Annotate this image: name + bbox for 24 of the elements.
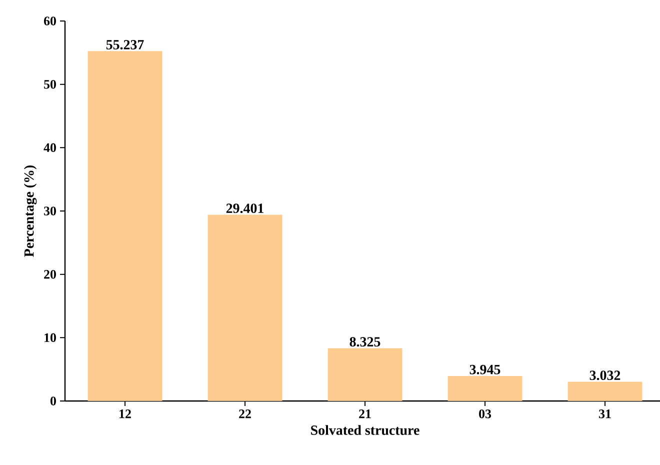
- x-axis-title: Solvated structure: [311, 425, 420, 435]
- y-tick-label: 30: [44, 206, 56, 216]
- x-tick-label: 21: [359, 410, 371, 418]
- y-tick-label: 60: [44, 16, 56, 26]
- data-label: 3.032: [590, 370, 620, 380]
- y-tick-label: 10: [44, 333, 56, 342]
- x-tick-label: 12: [120, 410, 131, 418]
- x-tick-label: 22: [239, 410, 251, 418]
- y-tick-label: 50: [44, 80, 56, 89]
- bar: [448, 376, 522, 401]
- y-axis-title: Percentage (%): [24, 165, 37, 257]
- y-tick-label: 40: [44, 143, 56, 152]
- y-tick-label: 0: [50, 396, 56, 406]
- bar: [568, 382, 642, 401]
- data-label: 55.237: [106, 40, 144, 50]
- x-tick-label: 31: [599, 410, 611, 418]
- bar: [208, 214, 282, 401]
- data-label: 3.945: [470, 364, 500, 374]
- data-label: 29.401: [226, 204, 264, 214]
- data-label: 8.325: [350, 337, 380, 347]
- bar: [328, 348, 402, 401]
- bar: [88, 51, 162, 401]
- x-tick-label: 03: [479, 410, 492, 418]
- y-tick-label: 20: [44, 270, 56, 279]
